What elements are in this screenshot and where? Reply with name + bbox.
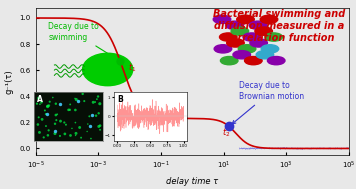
Point [96, 125, 102, 128]
Point [67, 108, 73, 111]
Point [39, 118, 45, 121]
Point [73, 98, 79, 101]
Point [34, 102, 40, 105]
Text: $t_2$: $t_2$ [222, 127, 231, 139]
Point [73, 132, 79, 135]
Circle shape [250, 39, 267, 47]
Point [67, 103, 73, 106]
Point [88, 137, 94, 140]
Point [62, 121, 67, 124]
Text: Decay due to
Brownian motion: Decay due to Brownian motion [232, 81, 304, 124]
Text: Decay due to
swimming: Decay due to swimming [48, 22, 117, 59]
Point [57, 102, 63, 105]
Point [62, 132, 68, 136]
Point [69, 127, 75, 130]
Circle shape [237, 15, 254, 23]
Circle shape [214, 45, 232, 53]
Point [89, 113, 95, 116]
Point [45, 104, 51, 107]
Y-axis label: g⁻¹(τ): g⁻¹(τ) [5, 69, 14, 94]
Point [68, 134, 73, 137]
Point [37, 103, 43, 106]
Point [92, 101, 98, 104]
Point [97, 102, 103, 105]
Point [77, 126, 83, 129]
Point [73, 134, 78, 137]
Circle shape [260, 15, 278, 23]
Point [42, 109, 48, 112]
Point [44, 105, 50, 108]
Circle shape [213, 15, 231, 23]
X-axis label: delay time τ: delay time τ [166, 177, 218, 186]
Point [63, 123, 69, 126]
Circle shape [265, 33, 282, 41]
Circle shape [267, 57, 285, 65]
Circle shape [249, 21, 267, 29]
Circle shape [226, 21, 243, 29]
Point [78, 136, 84, 139]
Circle shape [245, 57, 262, 65]
Circle shape [261, 45, 279, 53]
Point [97, 128, 103, 131]
Point [41, 136, 47, 139]
Point [45, 105, 51, 108]
Point [47, 100, 53, 103]
Circle shape [220, 57, 238, 65]
Circle shape [255, 27, 272, 35]
Point [57, 134, 63, 137]
Circle shape [256, 51, 274, 59]
Point [87, 124, 93, 127]
Point [97, 124, 103, 127]
Point [87, 115, 92, 118]
Point [90, 101, 96, 104]
Point [46, 104, 52, 107]
Point [72, 97, 78, 100]
Text: B: B [117, 95, 122, 104]
Circle shape [243, 33, 261, 41]
Point [96, 112, 101, 115]
Point [36, 116, 42, 119]
Point [54, 113, 60, 116]
Ellipse shape [83, 53, 133, 86]
Point [46, 129, 52, 132]
Point [93, 114, 99, 117]
Point [52, 132, 58, 135]
Point [75, 99, 80, 102]
Point [43, 125, 49, 128]
Point [36, 97, 41, 100]
Point [84, 130, 90, 133]
Circle shape [231, 27, 248, 35]
Point [94, 98, 100, 101]
Point [82, 100, 87, 103]
Circle shape [238, 45, 256, 53]
Text: Bacterial swimming and
diffusion measured in a
correlation function: Bacterial swimming and diffusion measure… [214, 9, 346, 43]
Point [95, 95, 101, 98]
Point [44, 112, 50, 115]
Point [43, 113, 49, 116]
Point [85, 122, 91, 125]
Point [37, 131, 42, 134]
Point [45, 134, 51, 137]
Point [53, 130, 58, 133]
Text: A: A [37, 95, 42, 104]
Point [80, 92, 85, 95]
Point [50, 96, 56, 99]
Point [73, 121, 78, 124]
Point [66, 108, 71, 111]
Point [73, 108, 78, 112]
Point [35, 123, 41, 126]
Point [53, 119, 59, 122]
Text: $t_1$: $t_1$ [128, 61, 137, 74]
Circle shape [227, 39, 244, 47]
Point [52, 122, 58, 125]
Circle shape [220, 33, 237, 41]
Point [39, 101, 44, 104]
Circle shape [233, 51, 251, 59]
Point [53, 114, 59, 117]
Point [53, 102, 59, 105]
Point [58, 120, 63, 123]
